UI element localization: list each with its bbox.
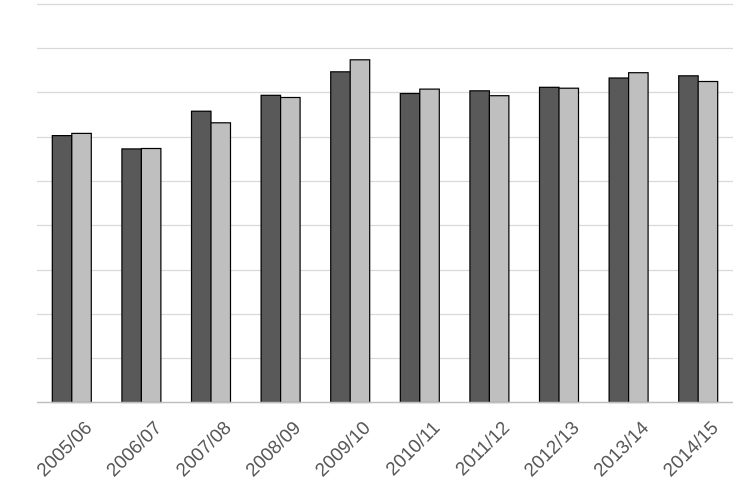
x-tick-label: 2013/14 xyxy=(590,417,654,481)
bar-2010-11-series-2 xyxy=(419,88,440,404)
bar-2005-06-series-1 xyxy=(51,135,73,404)
x-tick-label: 2005/06 xyxy=(33,418,96,481)
bar-2006-07-series-2 xyxy=(140,147,162,404)
bar-2011-12-series-1 xyxy=(469,90,490,404)
bar-2012-13-series-1 xyxy=(538,86,560,404)
bar-2012-13-series-2 xyxy=(558,87,580,404)
bar-2009-10-series-2 xyxy=(349,59,371,404)
x-tick-label: 2009/10 xyxy=(311,418,374,481)
x-tick-label: 2007/08 xyxy=(172,418,235,481)
bar-2014-15-series-2 xyxy=(697,80,719,404)
bar-2007-08-series-1 xyxy=(190,110,212,404)
bar-2007-08-series-2 xyxy=(210,122,232,404)
x-tick-labels: 2005/06 2006/07 2007/08 2008/09 2009/10 2010/… xyxy=(33,417,723,481)
x-tick-label: 2008/09 xyxy=(242,418,305,481)
bar-2011-12-series-2 xyxy=(488,95,510,404)
bars xyxy=(51,59,719,404)
x-tick-label: 2011/12 xyxy=(452,418,514,480)
bar-2008-09-series-2 xyxy=(280,96,301,404)
x-tick-label: 2012/13 xyxy=(520,418,583,481)
bar-2013-14-series-2 xyxy=(627,72,649,404)
bar-2006-07-series-1 xyxy=(121,148,143,404)
bar-2009-10-series-1 xyxy=(330,71,351,404)
bar-2010-11-series-1 xyxy=(399,92,421,404)
bar-2008-09-series-1 xyxy=(260,94,282,404)
x-tick-label: 2014/15 xyxy=(659,418,722,481)
x-tick-label: 2006/07 xyxy=(103,418,166,481)
x-tick-label: 2010/11 xyxy=(382,418,444,480)
bar-2013-14-series-1 xyxy=(608,77,630,404)
bar-2005-06-series-2 xyxy=(71,132,92,404)
bar-2014-15-series-1 xyxy=(678,75,699,404)
